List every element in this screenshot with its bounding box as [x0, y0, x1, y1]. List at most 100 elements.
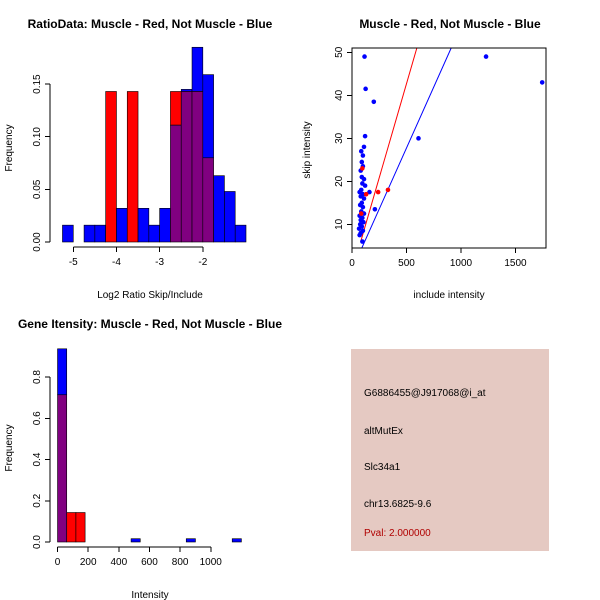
ratio-bar-overlap	[180, 91, 193, 243]
ratio-bar-overlap	[191, 91, 204, 243]
ratio-histogram-xlabel: Log2 Ratio Skip/Include	[97, 290, 203, 301]
ratio-bar-muscle	[105, 91, 117, 243]
ratio-bar-not-muscle	[191, 46, 204, 92]
scatter-point-not-muscle	[360, 239, 365, 244]
scatter-frame	[351, 47, 547, 249]
scatter-point-not-muscle	[363, 86, 368, 92]
scatter-point-not-muscle	[371, 99, 377, 105]
ratio-bar-not-muscle	[202, 74, 214, 159]
ratio-bar-overlap	[170, 124, 182, 243]
gene-intensity-x-tick-label: 800	[172, 557, 189, 568]
scatter-point-not-muscle	[361, 144, 367, 150]
info-panel-background	[351, 349, 549, 551]
scatter-ylabel: skip intensity	[302, 121, 313, 178]
gene-intensity-bar-muscle	[75, 512, 86, 543]
scatter-point-not-muscle	[357, 189, 362, 195]
ratio-y-tick-label: 0.05	[32, 179, 43, 199]
ratio-y-tick-label: 0.00	[32, 232, 43, 252]
scatter-points	[356, 54, 545, 244]
ratio-histogram-axes: -5 -4 -3 -2 0.00 0.05 0.10 0.15	[32, 74, 208, 268]
ratio-bar-not-muscle	[234, 224, 247, 243]
scatter-point-not-muscle	[361, 196, 367, 201]
scatter-title: Muscle - Red, Not Muscle - Blue	[359, 17, 541, 31]
ratio-x-tick-label: -5	[69, 257, 78, 268]
ratio-bar-not-muscle	[224, 191, 236, 243]
scatter-fit-lines	[360, 48, 452, 248]
scatter-point-not-muscle	[539, 80, 545, 85]
p-value: Pval: 2.000000	[364, 528, 431, 539]
gene-intensity-y-tick-label: 0.4	[32, 452, 43, 466]
gene-intensity-ylabel: Frequency	[4, 424, 15, 471]
scatter-point-not-muscle	[361, 219, 366, 225]
scatter-x-tick-label: 1000	[450, 258, 473, 269]
ratio-histogram-title: RatioData: Muscle - Red, Not Muscle - Bl…	[28, 17, 273, 31]
gene-intensity-bar-not-muscle	[57, 348, 68, 396]
gene-intensity-y-tick-label: 0.2	[32, 493, 43, 507]
scatter-y-tick-label: 10	[334, 218, 345, 230]
scatter-point-not-muscle	[358, 148, 364, 154]
scatter-y-tick-label: 50	[334, 46, 345, 58]
gene-intensity-y-tick-label: 0.8	[32, 370, 43, 384]
scatter-xlabel: include intensity	[413, 290, 484, 301]
scatter-point-not-muscle	[358, 194, 364, 199]
ratio-histogram-ylabel: Frequency	[4, 124, 15, 171]
scatter-point-muscle	[385, 187, 391, 193]
gene-intensity-x-tick-label: 400	[110, 557, 127, 568]
gene-intensity-x-tick-label: 1000	[200, 557, 223, 568]
scatter-point-muscle	[375, 189, 381, 195]
ratio-bar-not-muscle	[116, 208, 128, 243]
scatter-x-tick-label: 0	[349, 258, 355, 269]
ratio-x-tick-label: -3	[155, 257, 164, 268]
event-type: altMutEx	[364, 426, 403, 437]
genomic-location: chr13.6825-9.6	[364, 499, 432, 510]
scatter-point-muscle	[360, 166, 365, 171]
gene-name: Slc34a1	[364, 462, 401, 473]
ratio-bar-not-muscle	[180, 89, 193, 92]
gene-intensity-bar-not-muscle	[130, 538, 141, 543]
scatter-axes: 0 500 1000 1500 10 20 30 40 50	[334, 46, 547, 269]
ratio-histogram-panel: RatioData: Muscle - Red, Not Muscle - Bl…	[4, 17, 273, 301]
ratio-bar-not-muscle	[62, 224, 74, 243]
scatter-x-tick-label: 1500	[504, 258, 527, 269]
ratio-bar-not-muscle	[83, 224, 96, 243]
scatter-point-muscle	[363, 191, 369, 197]
gene-intensity-bar-overlap	[57, 394, 68, 543]
ratio-y-tick-label: 0.15	[32, 74, 43, 94]
ratio-bar-not-muscle	[94, 224, 106, 243]
gene-intensity-bar-muscle	[66, 512, 77, 543]
scatter-fit-line-not-muscle	[361, 48, 452, 248]
info-panel: G6886455@J917068@i_at altMutEx Slc34a1 c…	[351, 349, 549, 551]
scatter-y-tick-label: 30	[334, 132, 345, 144]
gene-intensity-xlabel: Intensity	[131, 590, 168, 600]
ratio-bar-not-muscle	[137, 208, 150, 243]
scatter-point-not-muscle	[357, 232, 362, 238]
ratio-bar-muscle	[170, 91, 182, 126]
scatter-point-not-muscle	[362, 54, 367, 59]
gene-intensity-histogram-panel: Gene Itensity: Muscle - Red, Not Muscle …	[4, 317, 282, 600]
gene-intensity-bars	[57, 348, 242, 543]
ratio-histogram-bars	[62, 46, 247, 243]
scatter-point-not-muscle	[483, 54, 489, 59]
scatter-point-not-muscle	[360, 204, 366, 210]
ratio-bar-not-muscle	[148, 224, 160, 243]
gene-intensity-x-tick-label: 600	[141, 557, 158, 568]
scatter-point-not-muscle	[361, 176, 367, 182]
gene-intensity-bar-not-muscle	[231, 538, 242, 543]
ratio-bar-overlap	[202, 157, 214, 243]
gene-intensity-bar-not-muscle	[185, 538, 196, 543]
ratio-y-tick-label: 0.10	[32, 127, 43, 147]
scatter-y-tick-label: 20	[334, 175, 345, 187]
gene-intensity-x-tick-label: 200	[80, 557, 97, 568]
scatter-point-not-muscle	[356, 226, 362, 231]
ratio-bar-not-muscle	[159, 208, 171, 243]
ratio-bar-muscle	[126, 91, 139, 243]
scatter-point-not-muscle	[416, 136, 421, 141]
scatter-point-muscle	[358, 211, 364, 216]
scatter-point-not-muscle	[360, 153, 366, 158]
scatter-point-not-muscle	[362, 133, 368, 139]
scatter-fit-line-muscle	[360, 48, 418, 242]
gene-intensity-y-tick-label: 0.0	[32, 535, 43, 549]
scatter-y-tick-label: 40	[334, 89, 345, 101]
scatter-x-tick-label: 500	[398, 258, 415, 269]
scatter-point-not-muscle	[372, 206, 378, 212]
